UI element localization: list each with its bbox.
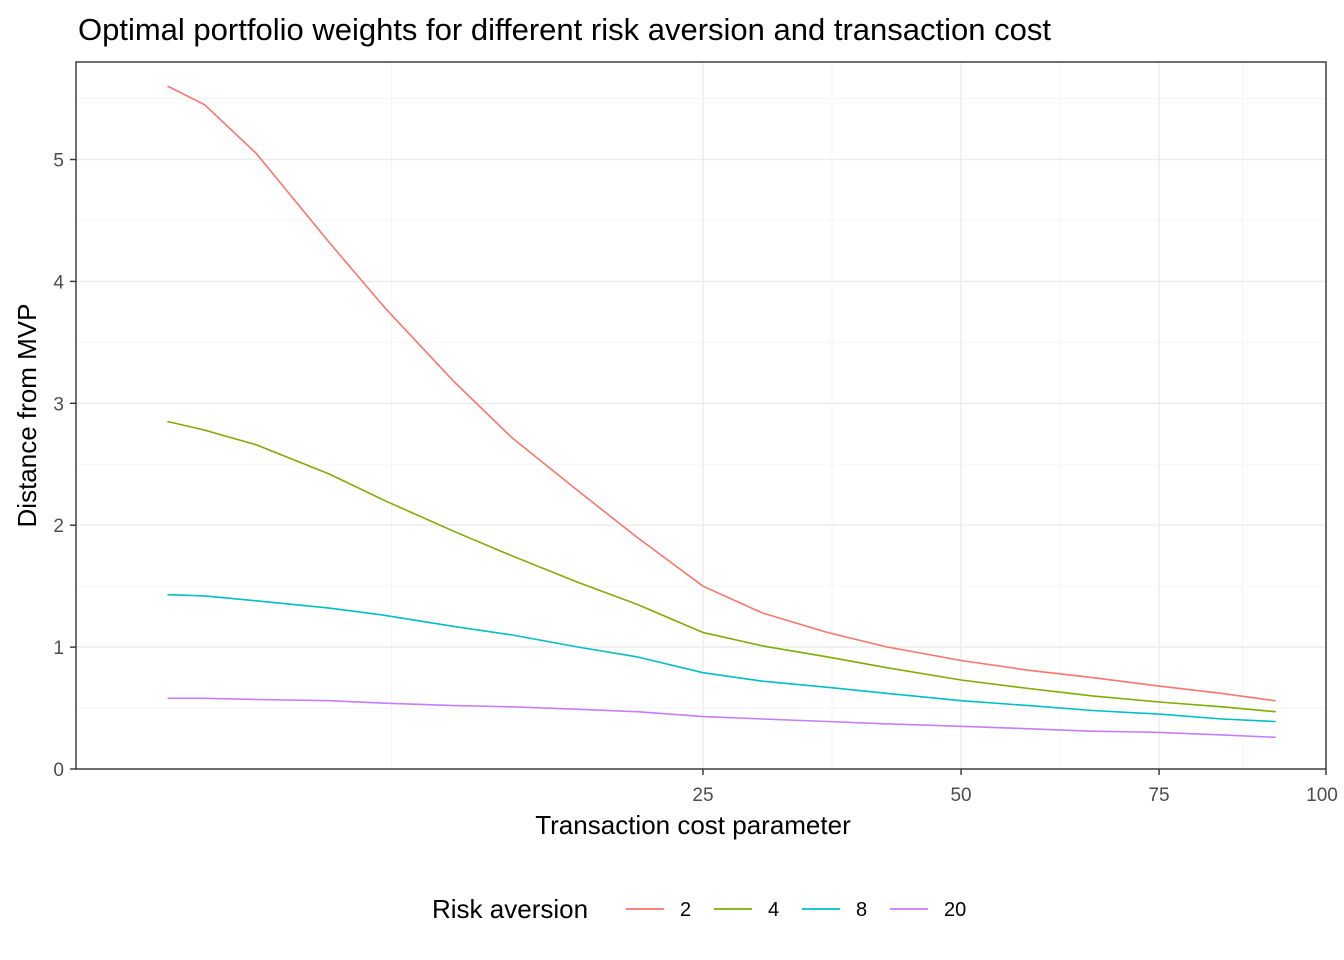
x-tick-label: 50 — [950, 785, 971, 806]
y-tick-label: 4 — [53, 272, 64, 293]
axes: 0 1 2 3 4 5 25 50 75 100 — [53, 151, 1337, 806]
legend-label-2: 2 — [680, 899, 691, 921]
y-tick-label: 2 — [53, 516, 64, 537]
legend-label-20: 20 — [944, 899, 966, 921]
x-tick-label: 100 — [1306, 785, 1338, 806]
y-tick-label: 3 — [53, 394, 64, 415]
legend-title: Risk aversion — [432, 894, 588, 924]
panel-border — [75, 61, 1327, 770]
y-tick-label: 5 — [53, 151, 64, 172]
legend-label-4: 4 — [768, 899, 779, 921]
series-lines — [167, 85, 1276, 739]
series-line-4 — [167, 420, 1276, 713]
series-line-2 — [167, 85, 1276, 702]
y-axis-title: Distance from MVP — [12, 304, 42, 528]
series-line-20 — [167, 697, 1276, 739]
series-line-8 — [167, 593, 1276, 723]
y-tick-label: 1 — [53, 638, 64, 659]
y-tick-label: 0 — [53, 760, 64, 781]
chart-title: Optimal portfolio weights for different … — [78, 12, 1051, 47]
legend: Risk aversion 2 4 8 20 — [432, 894, 966, 924]
x-tick-label: 75 — [1148, 785, 1169, 806]
x-axis-title: Transaction cost parameter — [535, 810, 851, 840]
legend-label-8: 8 — [856, 899, 867, 921]
x-tick-label: 25 — [692, 785, 713, 806]
grid — [76, 62, 1327, 770]
